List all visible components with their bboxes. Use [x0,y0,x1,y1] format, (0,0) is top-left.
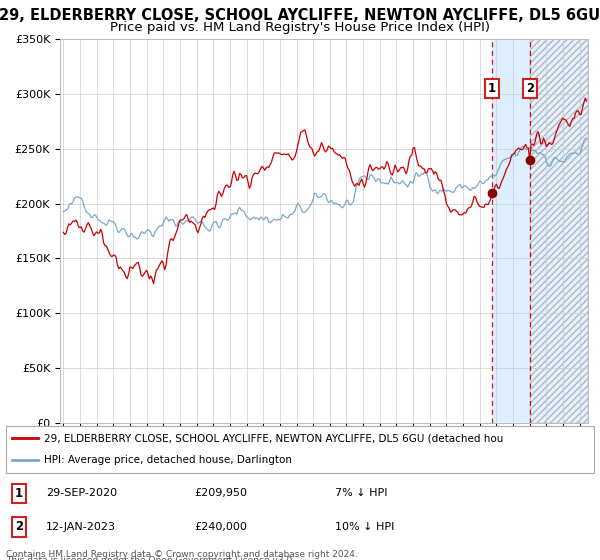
Bar [492,39,530,423]
Text: 1: 1 [488,82,496,95]
Text: 10% ↓ HPI: 10% ↓ HPI [335,522,395,532]
Text: 2: 2 [526,82,535,95]
Text: 2: 2 [15,520,23,534]
Bar [530,39,588,423]
Text: This data is licensed under the Open Government Licence v3.0.: This data is licensed under the Open Gov… [6,556,295,560]
Text: £240,000: £240,000 [194,522,247,532]
Text: 29-SEP-2020: 29-SEP-2020 [46,488,117,498]
Text: Contains HM Land Registry data © Crown copyright and database right 2024.: Contains HM Land Registry data © Crown c… [6,550,358,559]
Bar [530,39,588,423]
Text: 29, ELDERBERRY CLOSE, SCHOOL AYCLIFFE, NEWTON AYCLIFFE, DL5 6GU (detached hou: 29, ELDERBERRY CLOSE, SCHOOL AYCLIFFE, N… [44,433,503,444]
Text: 1: 1 [15,487,23,500]
Text: 29, ELDERBERRY CLOSE, SCHOOL AYCLIFFE, NEWTON AYCLIFFE, DL5 6GU: 29, ELDERBERRY CLOSE, SCHOOL AYCLIFFE, N… [0,8,600,24]
Text: HPI: Average price, detached house, Darlington: HPI: Average price, detached house, Darl… [44,455,292,465]
FancyBboxPatch shape [6,426,594,473]
Text: 7% ↓ HPI: 7% ↓ HPI [335,488,388,498]
Text: 12-JAN-2023: 12-JAN-2023 [46,522,116,532]
Text: Price paid vs. HM Land Registry's House Price Index (HPI): Price paid vs. HM Land Registry's House … [110,21,490,34]
Text: £209,950: £209,950 [194,488,247,498]
